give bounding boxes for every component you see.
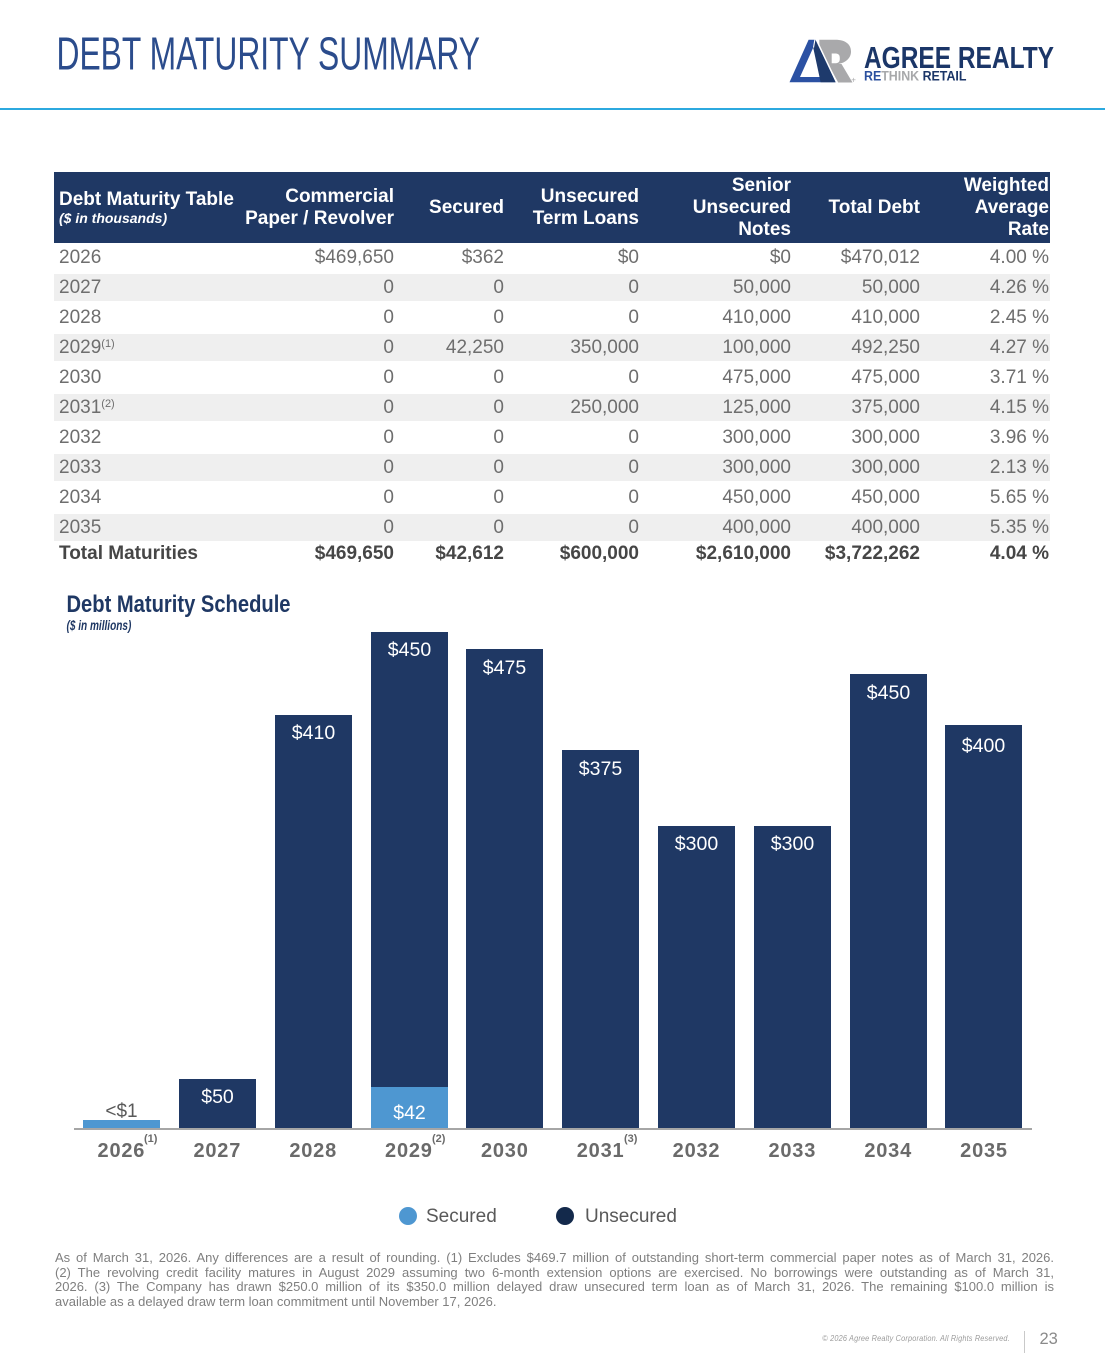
svg-text:DEBT MATURITY SUMMARY: DEBT MATURITY SUMMARY xyxy=(57,30,481,80)
svg-text:AGREE REALTY: AGREE REALTY xyxy=(864,41,1054,75)
svg-text:($ in millions): ($ in millions) xyxy=(67,617,132,633)
svg-text:Debt Maturity Schedule: Debt Maturity Schedule xyxy=(67,593,291,618)
svg-text:+: + xyxy=(851,76,856,85)
svg-text:RETHINK RETAIL: RETHINK RETAIL xyxy=(864,68,966,84)
